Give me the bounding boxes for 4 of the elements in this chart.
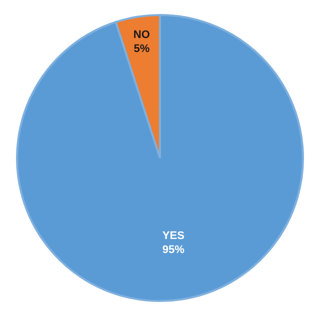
slice-label: NO [133, 29, 150, 42]
data-label: 5% [134, 43, 150, 56]
data-label: 95% [162, 244, 185, 256]
slice-label: YES [162, 230, 184, 242]
